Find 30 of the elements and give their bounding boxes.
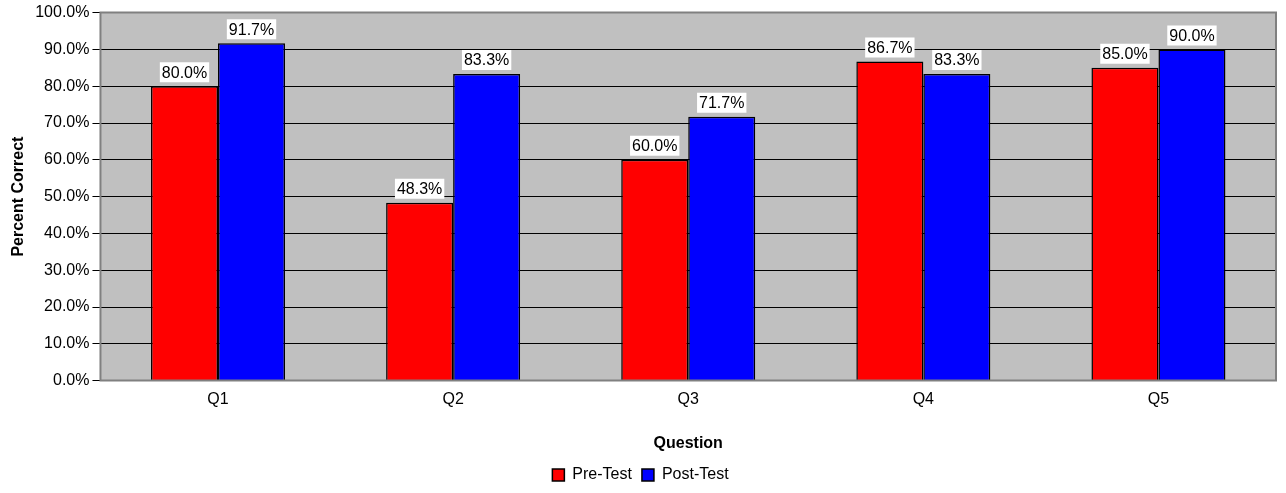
x-tick-label: Q5 (1147, 389, 1170, 407)
x-tick-label: Q3 (677, 389, 700, 407)
x-tick-label: Q1 (207, 389, 229, 407)
y-tick-label: 0.0% (53, 371, 90, 389)
legend-label: Pre-Test (572, 465, 633, 483)
y-axis-title: Percent Correct (9, 135, 27, 257)
data-label: 85.0% (1102, 45, 1148, 63)
y-tick-label: 40.0% (44, 223, 90, 241)
x-tick-label: Q4 (912, 389, 935, 407)
data-label: 83.3% (463, 51, 510, 69)
y-tick-label: 60.0% (44, 150, 90, 168)
data-label: 60.0% (632, 137, 678, 155)
x-tick-label: Q2 (442, 389, 464, 407)
x-axis-title: Question (653, 433, 723, 451)
data-label: 86.7% (867, 38, 913, 56)
y-tick-label: 20.0% (44, 297, 90, 315)
y-tick-label: 80.0% (44, 76, 90, 94)
data-label: 48.3% (396, 180, 443, 198)
y-tick-label: 90.0% (44, 39, 90, 57)
legend-label: Post-Test (661, 465, 730, 483)
y-tick-label: 100.0% (35, 3, 90, 21)
data-label: 80.0% (161, 63, 208, 81)
data-label: 71.7% (699, 94, 745, 112)
y-tick-label: 10.0% (44, 334, 90, 352)
y-tick-label: 30.0% (44, 260, 90, 278)
data-label: 90.0% (1169, 26, 1215, 44)
y-tick-label: 50.0% (44, 187, 90, 205)
data-label: 91.7% (228, 20, 275, 38)
y-tick-label: 70.0% (44, 113, 90, 131)
data-label: 83.3% (934, 51, 980, 69)
